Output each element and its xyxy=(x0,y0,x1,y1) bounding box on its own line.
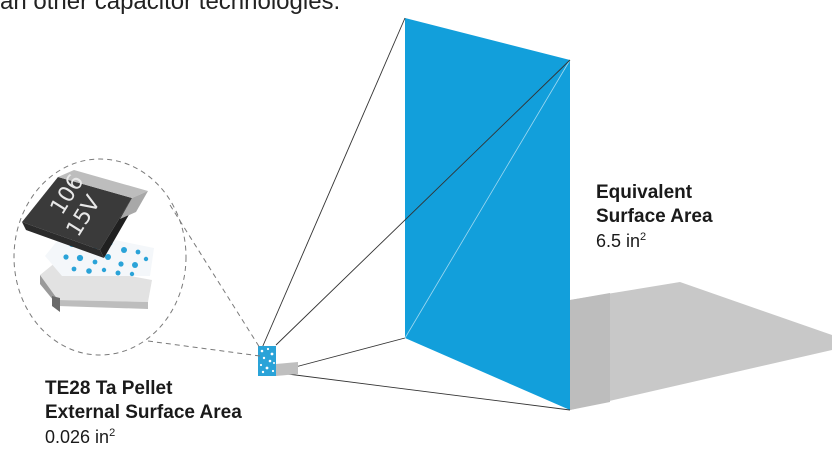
top-caption-text: an other capacitor technologies. xyxy=(0,0,341,15)
pellet-shadow xyxy=(276,362,298,376)
pellet-title-line2: External Surface Area xyxy=(45,402,242,423)
equivalent-value-text: 6.5 in xyxy=(596,231,641,251)
pellet-value: 0.026 in2 xyxy=(45,425,242,449)
pellet-title-line1: TE28 Ta Pellet xyxy=(45,378,173,399)
panel-floor-shadow xyxy=(570,282,832,410)
pellet-small xyxy=(258,346,276,376)
pellet-surface-area-label: TE28 Ta Pellet External Surface Area 0.0… xyxy=(45,377,242,449)
capacitor-chip: 106 15V xyxy=(22,170,154,312)
equivalent-surface-panel xyxy=(405,18,570,410)
magnifier-connector-lines xyxy=(147,204,261,357)
pellet-value-text: 0.026 in xyxy=(45,427,110,447)
panel-diagonal-line xyxy=(404,59,571,339)
equivalent-value-exponent: 2 xyxy=(640,231,647,243)
equivalent-surface-area-label: Equivalent Surface Area 6.5 in2 xyxy=(596,181,713,253)
panel-floor-shadow-edge xyxy=(570,293,610,410)
equivalent-value: 6.5 in2 xyxy=(596,229,713,253)
equivalent-title-line2: Surface Area xyxy=(596,206,713,227)
projection-lines xyxy=(261,17,571,411)
pellet-value-exponent: 2 xyxy=(109,427,116,439)
equivalent-title-line1: Equivalent xyxy=(596,182,693,203)
magnifier-dashed-circle xyxy=(13,158,187,356)
